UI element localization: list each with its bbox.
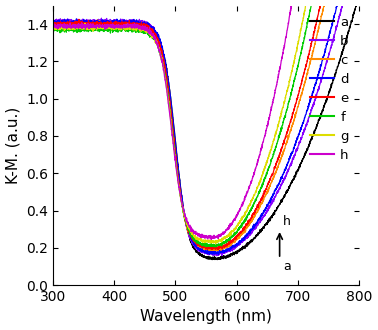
a bbox=[210, 258, 214, 262]
e bbox=[66, 20, 71, 24]
d bbox=[66, 21, 71, 25]
h bbox=[209, 238, 214, 242]
a bbox=[51, 21, 55, 25]
e bbox=[292, 108, 297, 112]
g bbox=[200, 238, 204, 242]
f bbox=[200, 242, 204, 246]
b bbox=[192, 243, 196, 247]
b bbox=[66, 19, 71, 23]
f bbox=[51, 30, 55, 34]
d bbox=[292, 146, 297, 149]
a bbox=[348, 22, 353, 26]
g bbox=[66, 26, 71, 30]
g bbox=[192, 234, 196, 238]
Y-axis label: K-M. (a.u.): K-M. (a.u.) bbox=[6, 107, 20, 184]
e bbox=[205, 248, 210, 252]
c bbox=[192, 240, 196, 244]
f bbox=[212, 245, 217, 249]
d bbox=[51, 20, 55, 24]
h bbox=[200, 232, 204, 236]
Line: f: f bbox=[53, 0, 359, 247]
b bbox=[200, 250, 204, 254]
b bbox=[292, 154, 297, 158]
e bbox=[200, 244, 204, 248]
Line: g: g bbox=[53, 0, 359, 244]
d bbox=[192, 241, 196, 245]
a bbox=[200, 254, 204, 258]
c bbox=[212, 249, 217, 253]
a bbox=[66, 24, 71, 28]
Text: a: a bbox=[283, 260, 291, 273]
f bbox=[66, 26, 71, 30]
Line: e: e bbox=[53, 0, 359, 250]
b bbox=[214, 254, 219, 258]
c bbox=[200, 246, 204, 250]
Line: h: h bbox=[53, 0, 359, 240]
h bbox=[66, 25, 71, 29]
Line: a: a bbox=[53, 0, 359, 260]
c bbox=[292, 117, 297, 121]
a bbox=[292, 175, 297, 179]
Legend: a, b, c, d, e, f, g, h: a, b, c, d, e, f, g, h bbox=[306, 12, 353, 166]
Line: c: c bbox=[53, 0, 359, 251]
Text: h: h bbox=[283, 215, 291, 228]
X-axis label: Wavelength (nm): Wavelength (nm) bbox=[140, 310, 272, 324]
f bbox=[292, 79, 297, 83]
g bbox=[213, 242, 218, 246]
f bbox=[192, 237, 196, 241]
e bbox=[192, 239, 196, 243]
a bbox=[192, 246, 196, 250]
a bbox=[348, 23, 353, 27]
Line: d: d bbox=[53, 0, 359, 254]
e bbox=[51, 21, 55, 25]
d bbox=[200, 249, 204, 253]
g bbox=[51, 25, 55, 29]
g bbox=[292, 58, 297, 62]
c bbox=[66, 21, 71, 25]
c bbox=[51, 19, 55, 23]
Line: b: b bbox=[53, 0, 359, 256]
h bbox=[192, 230, 196, 234]
h bbox=[51, 25, 55, 29]
b bbox=[51, 17, 55, 21]
d bbox=[216, 252, 221, 256]
